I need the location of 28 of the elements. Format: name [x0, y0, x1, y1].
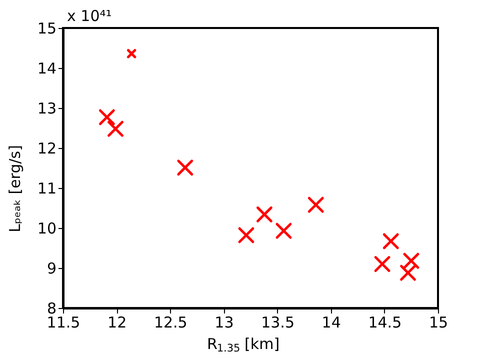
y-axis-title: Lₚₑₐₖ [erg/s]: [6, 145, 24, 232]
y-tick-label: 9: [46, 260, 56, 278]
point: [238, 227, 254, 244]
x-tick-label: 15: [428, 314, 448, 332]
point: [382, 233, 399, 250]
y-tick-label: 13: [37, 100, 56, 118]
x-tick-label: 13: [214, 314, 234, 332]
y-tick-label: 12: [37, 140, 56, 158]
point: [108, 120, 124, 137]
point: [276, 222, 292, 239]
point: [400, 264, 416, 281]
text: x 10⁴¹: [67, 7, 112, 25]
y-tick-label: 15: [37, 20, 56, 38]
y-tick-label: 11: [37, 180, 56, 198]
x-tick-label: 13.5: [261, 314, 294, 332]
x-tick-label: 12: [108, 314, 127, 332]
point: [98, 109, 115, 126]
point: [374, 256, 390, 272]
point: [308, 196, 324, 213]
y-tick-label: 14: [37, 60, 56, 78]
x-tick-label: 14.5: [368, 314, 402, 332]
point: [256, 206, 272, 222]
point: [126, 48, 136, 58]
x-tick-label: 12.5: [154, 314, 188, 332]
y-tick-label: 10: [37, 220, 56, 238]
point: [403, 252, 420, 269]
x-tick-label: 14: [322, 314, 341, 332]
point: [177, 160, 194, 176]
